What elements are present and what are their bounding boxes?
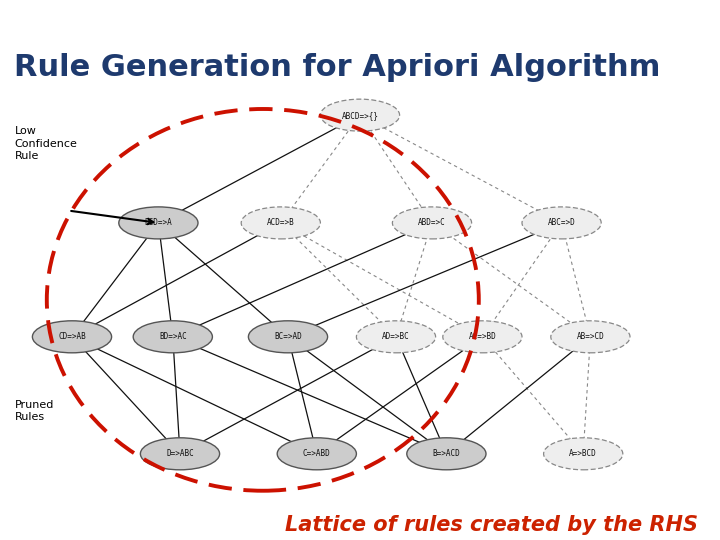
Ellipse shape bbox=[551, 321, 630, 353]
Text: Lattice of rules created by the RHS: Lattice of rules created by the RHS bbox=[285, 515, 698, 535]
Text: CD=>AB: CD=>AB bbox=[58, 332, 86, 341]
Text: ABD=>C: ABD=>C bbox=[418, 218, 446, 227]
Ellipse shape bbox=[407, 438, 486, 470]
Text: ABC=>D: ABC=>D bbox=[548, 218, 575, 227]
Text: D=>ABC: D=>ABC bbox=[166, 449, 194, 458]
Ellipse shape bbox=[140, 438, 220, 470]
Ellipse shape bbox=[356, 321, 436, 353]
Text: Rule Generation for Apriori Algorithm: Rule Generation for Apriori Algorithm bbox=[14, 53, 661, 82]
Ellipse shape bbox=[277, 438, 356, 470]
Ellipse shape bbox=[119, 207, 198, 239]
Text: A=>BCD: A=>BCD bbox=[570, 449, 597, 458]
Text: BCD=>A: BCD=>A bbox=[145, 218, 172, 227]
Ellipse shape bbox=[32, 321, 112, 353]
Ellipse shape bbox=[133, 321, 212, 353]
Text: ACD=>B: ACD=>B bbox=[267, 218, 294, 227]
Ellipse shape bbox=[320, 99, 400, 131]
Text: Pruned
Rules: Pruned Rules bbox=[14, 400, 54, 422]
Ellipse shape bbox=[522, 207, 601, 239]
Text: BD=>AC: BD=>AC bbox=[159, 332, 186, 341]
Text: AD=>BC: AD=>BC bbox=[382, 332, 410, 341]
Text: B=>ACD: B=>ACD bbox=[433, 449, 460, 458]
Text: Low
Confidence
Rule: Low Confidence Rule bbox=[14, 126, 77, 161]
Text: BC=>AD: BC=>AD bbox=[274, 332, 302, 341]
Ellipse shape bbox=[443, 321, 522, 353]
Text: ABCD=>{}: ABCD=>{} bbox=[341, 111, 379, 120]
Ellipse shape bbox=[544, 438, 623, 470]
Text: C=>ABD: C=>ABD bbox=[303, 449, 330, 458]
Ellipse shape bbox=[248, 321, 328, 353]
Ellipse shape bbox=[392, 207, 472, 239]
Text: AC=>BD: AC=>BD bbox=[469, 332, 496, 341]
Ellipse shape bbox=[241, 207, 320, 239]
Text: AB=>CD: AB=>CD bbox=[577, 332, 604, 341]
